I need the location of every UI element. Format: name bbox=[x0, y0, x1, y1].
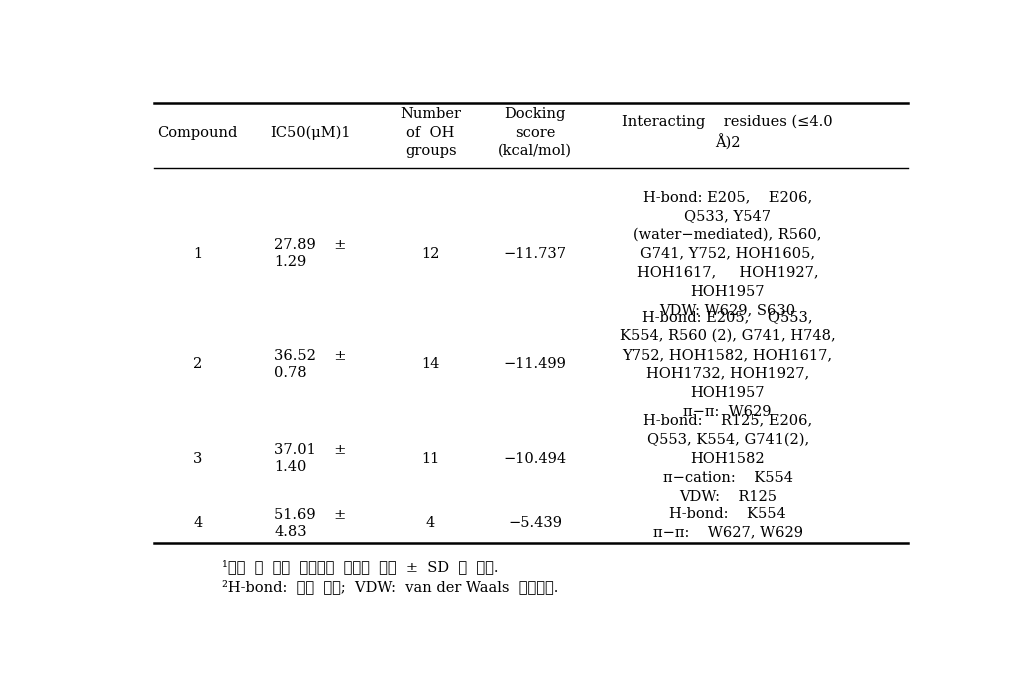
Text: H-bond: E205,    E206,
Q533, Y547
(water−mediated), R560,
G741, Y752, HOH1605,
H: H-bond: E205, E206, Q533, Y547 (water−me… bbox=[633, 190, 822, 318]
Text: Compound: Compound bbox=[157, 125, 238, 139]
Text: 27.89    ±
1.29: 27.89 ± 1.29 bbox=[274, 238, 346, 270]
Text: IC50(μM)1: IC50(μM)1 bbox=[270, 125, 350, 140]
Text: −10.494: −10.494 bbox=[503, 452, 567, 466]
Text: 1: 1 bbox=[193, 247, 202, 261]
Text: Number
of  OH
groups: Number of OH groups bbox=[400, 107, 461, 158]
Text: 4: 4 bbox=[193, 517, 202, 531]
Text: 4: 4 bbox=[426, 517, 435, 531]
Text: 36.52    ±
0.78: 36.52 ± 0.78 bbox=[274, 349, 346, 380]
Text: 11: 11 bbox=[422, 452, 439, 466]
Text: ²H-bond:  수소  결합;  VDW:  van der Waals  상호작용.: ²H-bond: 수소 결합; VDW: van der Waals 상호작용. bbox=[222, 579, 558, 594]
Text: −11.499: −11.499 bbox=[503, 357, 567, 371]
Text: 51.69    ±
4.83: 51.69 ± 4.83 bbox=[275, 508, 346, 539]
Text: ¹값은  세  번의  독립적인  실험의  평균  ±  SD  로  표현.: ¹값은 세 번의 독립적인 실험의 평균 ± SD 로 표현. bbox=[222, 559, 498, 574]
Text: −11.737: −11.737 bbox=[503, 247, 567, 261]
Text: 2: 2 bbox=[193, 357, 202, 371]
Text: Interacting    residues (≤4.0
Å)2: Interacting residues (≤4.0 Å)2 bbox=[623, 115, 833, 150]
Text: 3: 3 bbox=[193, 452, 202, 466]
Text: 12: 12 bbox=[422, 247, 439, 261]
Text: H-bond: E205,    Q553,
K554, R560 (2), G741, H748,
Y752, HOH1582, HOH1617,
HOH17: H-bond: E205, Q553, K554, R560 (2), G741… bbox=[620, 310, 836, 419]
Text: Docking
score
(kcal/mol): Docking score (kcal/mol) bbox=[498, 107, 572, 158]
Text: 37.01    ±
1.40: 37.01 ± 1.40 bbox=[274, 443, 346, 475]
Text: H-bond:    R125, E206,
Q553, K554, G741(2),
HOH1582
π−cation:    K554
VDW:    R1: H-bond: R125, E206, Q553, K554, G741(2),… bbox=[643, 414, 812, 503]
Text: H-bond:    K554
π−π:    W627, W629: H-bond: K554 π−π: W627, W629 bbox=[653, 507, 803, 540]
Text: 14: 14 bbox=[422, 357, 439, 371]
Text: −5.439: −5.439 bbox=[508, 517, 562, 531]
